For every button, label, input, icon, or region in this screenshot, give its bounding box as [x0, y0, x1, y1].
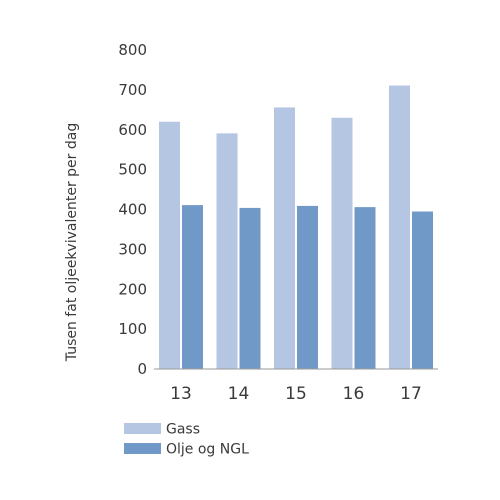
x-axis-ticks: 13 14 15 16 17 — [170, 384, 422, 404]
y-tick-label: 200 — [118, 280, 147, 298]
y-tick-label: 800 — [118, 41, 147, 59]
x-tick-label: 16 — [343, 384, 365, 404]
bar-olje-og-ngl-17 — [412, 211, 433, 369]
y-axis-ticks: 0 100 200 300 400 500 600 700 800 — [118, 41, 147, 378]
x-tick-label: 17 — [400, 384, 422, 404]
y-tick-label: 700 — [118, 81, 147, 99]
bar-gass-14 — [216, 133, 238, 369]
legend-swatch-gass — [124, 423, 161, 434]
bar-gass-16 — [331, 117, 353, 369]
bar-olje-og-ngl-14 — [239, 207, 261, 369]
bar-gass-17 — [389, 85, 410, 370]
legend-swatch-olje-og-ngl — [124, 443, 161, 454]
bar-gass-15 — [274, 107, 295, 370]
x-tick-label: 13 — [170, 384, 192, 404]
y-tick-label: 300 — [118, 240, 147, 258]
bar-gass-13 — [159, 121, 180, 370]
bars — [159, 85, 433, 370]
legend: Gass Olje og NGL — [124, 422, 249, 458]
y-tick-label: 0 — [137, 360, 147, 378]
y-axis-title: Tusen fat oljeekvivalenter per dag — [64, 123, 80, 362]
y-tick-label: 600 — [118, 121, 147, 139]
bar-olje-og-ngl-16 — [354, 207, 376, 369]
bar-olje-og-ngl-13 — [182, 205, 203, 369]
x-tick-label: 15 — [285, 384, 307, 404]
bar-olje-og-ngl-15 — [297, 205, 318, 369]
legend-label-olje-og-ngl: Olje og NGL — [166, 442, 249, 458]
x-tick-label: 14 — [228, 384, 250, 404]
y-tick-label: 500 — [118, 161, 147, 179]
legend-label-gass: Gass — [166, 422, 200, 438]
y-tick-label: 400 — [118, 201, 147, 219]
y-tick-label: 100 — [118, 320, 147, 338]
